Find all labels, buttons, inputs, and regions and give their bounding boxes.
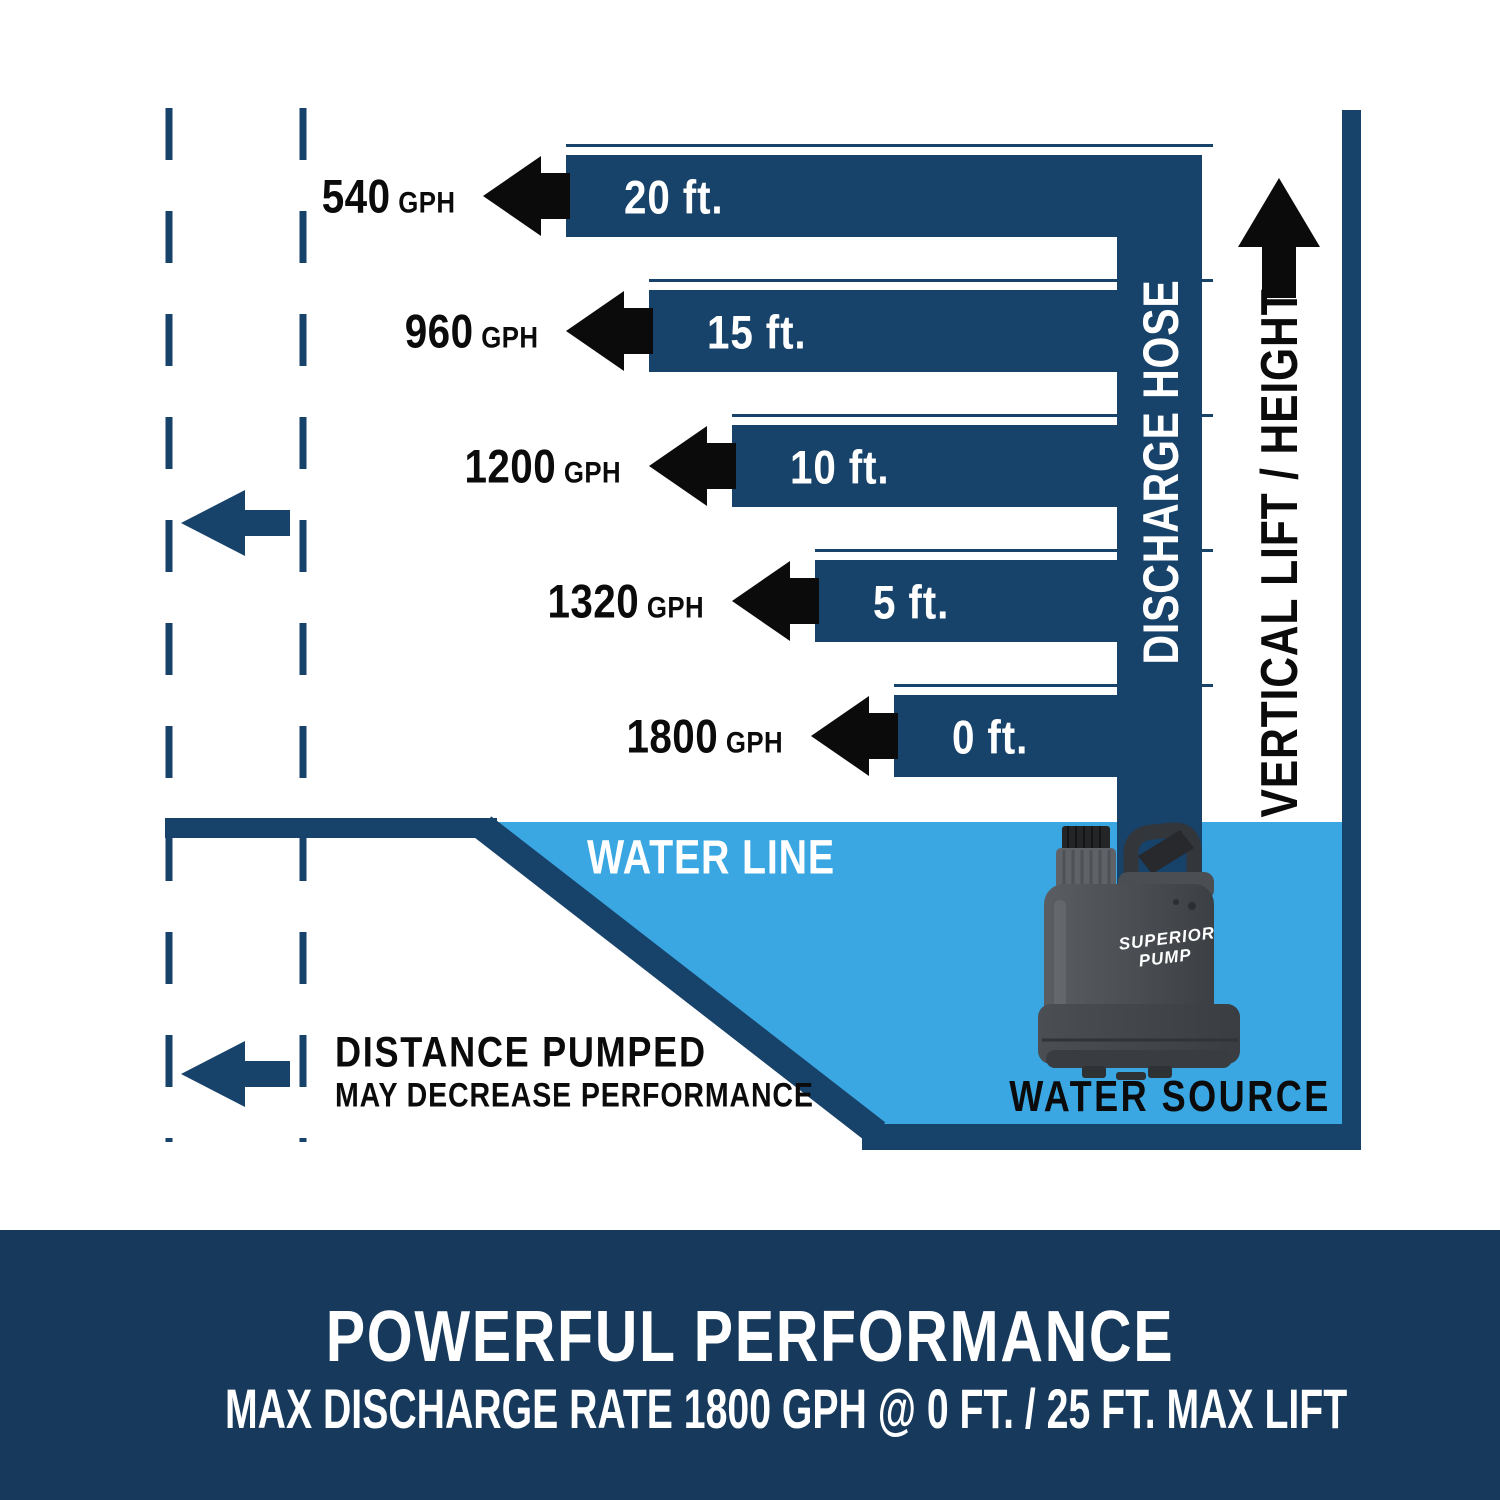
bar-label-0ft: 0 ft. [952, 710, 1029, 764]
flow-arrow-stem-3 [705, 443, 736, 489]
vertical-lift-label: VERTICAL LIFT / HEIGHT [1251, 288, 1309, 818]
pump-handle-fitting [1138, 830, 1194, 874]
up-arrow-stem [1262, 245, 1296, 298]
flow-arrow-20ft [483, 156, 570, 236]
flow-arrow-head-2 [566, 291, 624, 371]
gph-unit: GPH [563, 456, 621, 490]
flow-arrows [483, 156, 898, 776]
bar-label-5ft: 5 ft. [873, 575, 950, 629]
up-arrow-icon [1238, 178, 1320, 298]
left-arrow-head-top [181, 490, 245, 556]
flow-arrow-stem-2 [622, 308, 653, 354]
flow-arrow-stem-5 [867, 713, 898, 759]
gph-value: 540 [321, 169, 391, 223]
distance-pumped-title: DISTANCE PUMPED [335, 1028, 707, 1077]
bar-accent-3 [732, 414, 1213, 417]
bar-accent-4 [815, 549, 1213, 552]
pump-body [1044, 884, 1214, 1038]
lift-bars [566, 155, 1202, 777]
bar-0ft [894, 695, 1202, 777]
bar-label-20ft: 20 ft. [624, 170, 724, 224]
pump-illustration: SUPERIOR PUMP [1038, 822, 1240, 1080]
left-arrow-stem-bottom [243, 1061, 290, 1087]
bar-label-15ft: 15 ft. [707, 305, 807, 359]
gph-unit: GPH [646, 591, 704, 625]
pump-foot-right [1148, 1066, 1172, 1078]
flow-arrow-5ft [732, 561, 819, 641]
distance-pumped-subtitle: MAY DECREASE PERFORMANCE [335, 1076, 814, 1115]
flow-arrow-10ft [649, 426, 736, 506]
gph-unit: GPH [725, 726, 783, 760]
water-source-label: WATER SOURCE [1009, 1072, 1331, 1121]
flow-arrow-head-3 [649, 426, 707, 506]
pump-adapter-ribs [1062, 850, 1111, 888]
shore-diagonal-border [474, 816, 886, 1144]
left-arrow-head-bottom [181, 1041, 245, 1107]
pump-base-lip [1046, 1050, 1232, 1068]
performance-banner: POWERFUL PERFORMANCE MAX DISCHARGE RATE … [0, 1230, 1500, 1500]
gph-value: 1320 [547, 574, 640, 628]
bar-5ft [815, 560, 1202, 642]
bar-accent-2 [649, 279, 1213, 282]
pump-foot-left [1082, 1066, 1106, 1078]
left-arrow-icon-top [181, 490, 290, 556]
flow-arrow-0ft [811, 696, 898, 776]
pump-base [1038, 1004, 1240, 1064]
bar-top-accent-lines [566, 144, 1213, 687]
bar-accent-5 [894, 684, 1213, 687]
bar-20ft [566, 155, 1202, 237]
flow-arrow-head-4 [732, 561, 790, 641]
gph-label-20ft: 540 GPH [321, 169, 455, 224]
right-border-line [1342, 110, 1361, 1150]
pump-body-highlight [1054, 900, 1066, 1024]
gph-unit: GPH [397, 186, 455, 220]
gph-value: 960 [404, 304, 474, 358]
flow-arrow-stem-4 [788, 578, 819, 624]
water-line-marker [165, 818, 497, 838]
flow-arrow-stem-1 [539, 173, 570, 219]
pump-foot-center [1116, 1072, 1146, 1080]
gph-label-10ft: 1200 GPH [464, 439, 621, 494]
gph-label-5ft: 1320 GPH [547, 574, 704, 629]
gph-value: 1200 [464, 439, 557, 493]
bar-15ft [649, 290, 1202, 372]
bar-10ft [732, 425, 1202, 507]
discharge-hose-label: DISCHARGE HOSE [1133, 279, 1189, 665]
flow-arrow-head-1 [483, 156, 541, 236]
banner-subtitle: MAX DISCHARGE RATE 1800 GPH @ 0 FT. / 25… [225, 1377, 1348, 1440]
gph-value: 1800 [626, 709, 719, 763]
gph-label-15ft: 960 GPH [404, 304, 538, 359]
pump-bolt-small [1173, 899, 1179, 905]
basin-bottom-border [862, 1124, 1361, 1150]
water-line-label: WATER LINE [587, 831, 835, 885]
bar-accent-1 [566, 144, 1213, 147]
pump-adapter-knurl [1067, 826, 1101, 850]
up-arrow-head [1238, 178, 1320, 247]
pump-adapter-cap [1062, 826, 1110, 850]
left-arrow-stem-top [243, 510, 290, 536]
pump-handle [1123, 822, 1202, 892]
gph-label-0ft: 1800 GPH [626, 709, 783, 764]
gph-unit: GPH [480, 321, 538, 355]
pump-bolt [1188, 902, 1196, 910]
left-arrow-icon-bottom [181, 1041, 290, 1107]
banner-title: POWERFUL PERFORMANCE [325, 1297, 1175, 1377]
flow-arrow-15ft [566, 291, 653, 371]
flow-arrow-head-5 [811, 696, 869, 776]
bar-label-10ft: 10 ft. [790, 440, 890, 494]
discharge-hose-column [1117, 155, 1202, 920]
